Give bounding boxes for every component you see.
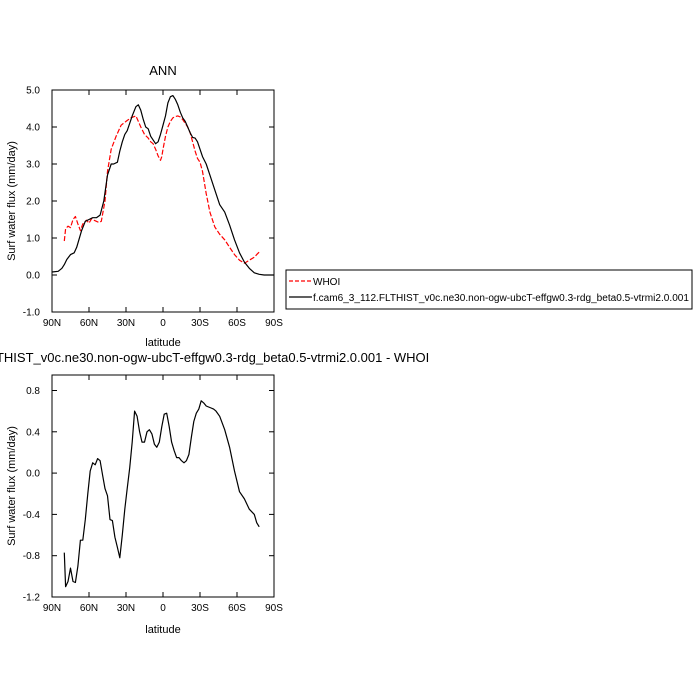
bottom-y-tick-label: -0.4 bbox=[23, 510, 41, 521]
top-x-tick-label: 0 bbox=[160, 318, 166, 329]
top-x-tick-label: 90N bbox=[43, 318, 61, 329]
top-y-tick-label: 0.0 bbox=[26, 271, 40, 282]
bottom-x-tick-label: 60S bbox=[228, 603, 246, 614]
top-x-tick-label: 30S bbox=[191, 318, 209, 329]
legend: WHOI f.cam6_3_112.FLTHIST_v0c.ne30.non-o… bbox=[285, 269, 693, 310]
bottom-x-tick-label: 90N bbox=[43, 603, 61, 614]
legend-label-model: f.cam6_3_112.FLTHIST_v0c.ne30.non-ogw-ub… bbox=[313, 293, 689, 304]
top-panel-title: ANN bbox=[149, 63, 176, 78]
bottom-x-tick-label: 30N bbox=[117, 603, 135, 614]
legend-box bbox=[285, 269, 693, 310]
top-x-tick-label: 60N bbox=[80, 318, 98, 329]
bottom-x-axis-label: latitude bbox=[145, 624, 180, 636]
bottom-x-tick-label: 30S bbox=[191, 603, 209, 614]
top-y-tick-label: 5.0 bbox=[26, 86, 40, 97]
bottom-plot-frame bbox=[51, 374, 275, 598]
bottom-x-tick-label: 60N bbox=[80, 603, 98, 614]
top-y-tick-label: 2.0 bbox=[26, 197, 40, 208]
bottom-y-tick-label: 0.8 bbox=[26, 386, 40, 397]
top-series-lines bbox=[51, 94, 274, 276]
top-series-line-1 bbox=[63, 115, 260, 264]
top-y-tick-label: -1.0 bbox=[23, 308, 41, 319]
top-x-tick-label: 60S bbox=[228, 318, 246, 329]
bottom-y-ticks: -1.2 -0.8 -0.4 0.0 0.4 0.8 bbox=[23, 386, 274, 604]
bottom-series-lines bbox=[63, 400, 260, 588]
top-x-ticks: 90N 60N 30N 0 30S 60S 90S bbox=[43, 90, 283, 329]
bottom-series-line-1 bbox=[63, 400, 260, 588]
bottom-panel-title: f.cam6_3_112.FLTHIST_v0c.ne30.non-ogw-ub… bbox=[0, 350, 429, 365]
top-series-line-2 bbox=[51, 94, 274, 276]
bottom-panel: f.cam6_3_112.FLTHIST_v0c.ne30.non-ogw-ub… bbox=[0, 350, 429, 636]
bottom-x-ticks: 90N 60N 30N 0 30S 60S 90S bbox=[43, 375, 283, 614]
top-x-axis-label: latitude bbox=[145, 337, 180, 349]
bottom-x-tick-label: 90S bbox=[265, 603, 283, 614]
bottom-y-tick-label: 0.4 bbox=[26, 427, 40, 438]
top-y-tick-label: 1.0 bbox=[26, 234, 40, 245]
top-x-tick-label: 90S bbox=[265, 318, 283, 329]
bottom-y-axis-label: Surf water flux (mm/day) bbox=[6, 426, 18, 546]
top-x-tick-label: 30N bbox=[117, 318, 135, 329]
legend-label-whoi: WHOI bbox=[313, 277, 340, 288]
top-y-tick-label: 3.0 bbox=[26, 160, 40, 171]
top-y-ticks: -1.0 0.0 1.0 2.0 3.0 4.0 5.0 bbox=[23, 86, 274, 319]
bottom-y-tick-label: 0.0 bbox=[26, 469, 40, 480]
top-y-axis-label: Surf water flux (mm/day) bbox=[6, 141, 18, 261]
bottom-y-tick-label: -0.8 bbox=[23, 551, 41, 562]
top-panel: ANN 90N 60N 30N 0 30S 60S 90S -1.0 0.0 1.0 2.0 3.0… bbox=[6, 63, 283, 349]
top-y-tick-label: 4.0 bbox=[26, 123, 40, 134]
bottom-x-tick-label: 0 bbox=[160, 603, 166, 614]
bottom-y-tick-label: -1.2 bbox=[23, 593, 41, 604]
